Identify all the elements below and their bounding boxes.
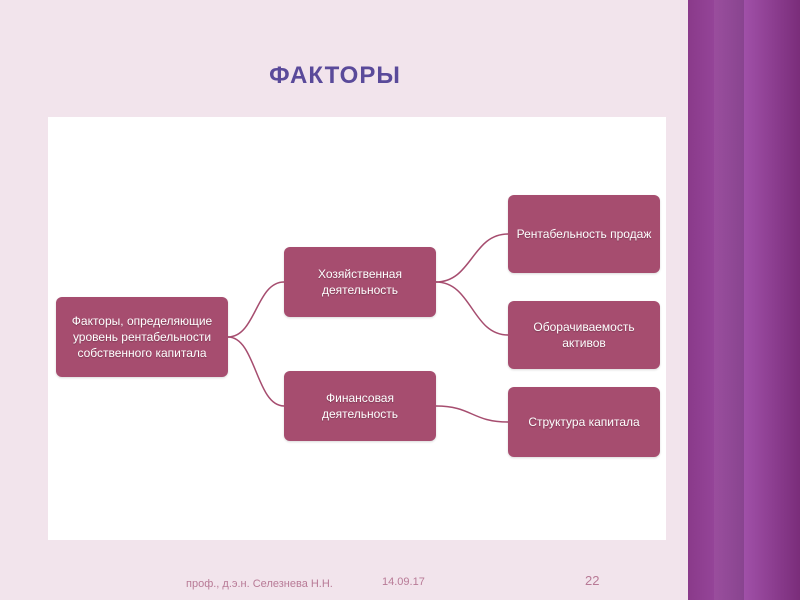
tree-node-root: Факторы, определяющие уровень рентабельн…: [56, 297, 228, 377]
connector-biz-prof: [436, 234, 508, 282]
tree-node-label: Финансовая деятельность: [290, 390, 430, 422]
accent-strip: [688, 0, 800, 600]
diagram-area: Факторы, определяющие уровень рентабельн…: [48, 117, 666, 540]
footer-date: 14.09.17: [382, 576, 425, 588]
accent-strip-shade: [714, 0, 744, 600]
tree-node-biz: Хозяйственная деятельность: [284, 247, 436, 317]
tree-node-fin: Финансовая деятельность: [284, 371, 436, 441]
tree-node-label: Хозяйственная деятельность: [290, 266, 430, 298]
footer: проф., д.э.н. Селезнева Н.Н. 14.09.17 22: [0, 570, 670, 590]
tree-node-cap: Структура капитала: [508, 387, 660, 457]
connector-fin-cap: [436, 406, 508, 422]
connector-biz-turn: [436, 282, 508, 335]
slide-title: ФАКТОРЫ: [0, 62, 670, 90]
tree-node-label: Оборачиваемость активов: [514, 319, 654, 351]
footer-page: 22: [585, 573, 599, 588]
tree-node-label: Рентабельность продаж: [517, 226, 652, 242]
connector-root-fin: [228, 337, 284, 406]
connector-root-biz: [228, 282, 284, 337]
tree-node-label: Структура капитала: [528, 414, 639, 430]
footer-author: проф., д.э.н. Селезнева Н.Н.: [186, 578, 333, 590]
tree-node-prof: Рентабельность продаж: [508, 195, 660, 273]
tree-node-turn: Оборачиваемость активов: [508, 301, 660, 369]
tree-node-label: Факторы, определяющие уровень рентабельн…: [62, 313, 222, 362]
